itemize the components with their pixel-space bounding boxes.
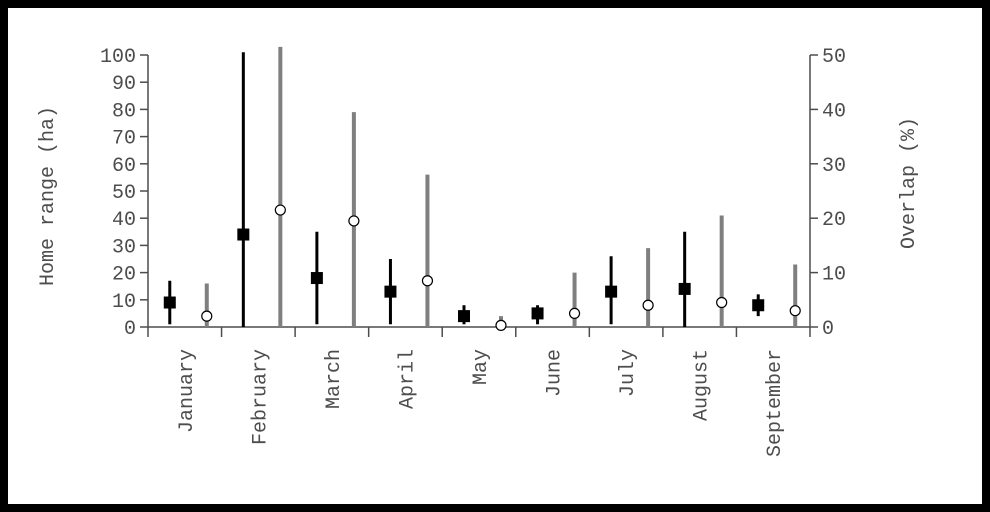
overlap-point (421, 275, 434, 287)
x-tick-label: January (176, 349, 199, 433)
y-tick-label: 90 (112, 73, 136, 96)
home-range-point (163, 296, 176, 309)
home-range-point (237, 228, 250, 241)
overlap-point (642, 299, 654, 311)
overlap-point (348, 215, 360, 227)
y2-tick-label: 10 (822, 264, 846, 287)
home-range-point (605, 285, 618, 298)
x-tick-label: May (470, 349, 493, 385)
y-tick-label: 0 (124, 318, 136, 341)
x-tick-label: March (323, 349, 346, 409)
y2-tick-label: 30 (822, 155, 846, 178)
y2-tick-label: 0 (822, 318, 834, 341)
y-tick-label: 40 (112, 209, 136, 232)
overlap-point (789, 305, 801, 317)
chart-frame: 0 10 20 30 40 50 60 70 80 90 100 0 10 20 30 40 50 January… (8, 8, 982, 504)
y-tick-label: 60 (112, 155, 136, 178)
x-tick-label: February (249, 349, 272, 445)
y-tick-label: 50 (112, 182, 136, 205)
y-tick-label: 10 (112, 291, 136, 314)
overlap-point (716, 296, 728, 309)
x-tick-label: July (617, 349, 640, 397)
home-range-point (384, 285, 397, 298)
x-tick-label: April (396, 349, 419, 409)
y-tick-label: 100 (100, 46, 136, 69)
x-tick-label: August (691, 349, 714, 421)
y2-axis-title: Overlap (%) (898, 117, 921, 249)
home-range-point (752, 299, 765, 312)
overlap-point (568, 307, 581, 319)
overlap-point (274, 204, 286, 216)
chart-marks (163, 46, 801, 331)
y-tick-label: 20 (112, 264, 136, 287)
y-tick-label: 80 (112, 100, 136, 123)
y2-tick-label: 20 (822, 209, 846, 232)
y-tick-label: 70 (112, 128, 136, 151)
home-range-point (531, 307, 544, 320)
overlap-point (495, 319, 507, 331)
y2-tick-label: 40 (822, 100, 846, 123)
y-tick-label: 30 (112, 236, 136, 259)
y2-tick-label: 50 (822, 46, 846, 69)
x-tick-label: June (544, 349, 567, 397)
home-range-point (678, 282, 691, 295)
home-range-point (458, 310, 470, 323)
x-tick-label: September (764, 349, 787, 457)
y-axis-title: Home range (ha) (37, 106, 60, 286)
overlap-point (201, 310, 213, 322)
home-range-point (310, 272, 323, 285)
axes: 0 10 20 30 40 50 60 70 80 90 100 0 10 20 30 40 50 January… (100, 46, 846, 457)
chart-canvas: 0 10 20 30 40 50 60 70 80 90 100 0 10 20 30 40 50 January… (37, 46, 921, 457)
